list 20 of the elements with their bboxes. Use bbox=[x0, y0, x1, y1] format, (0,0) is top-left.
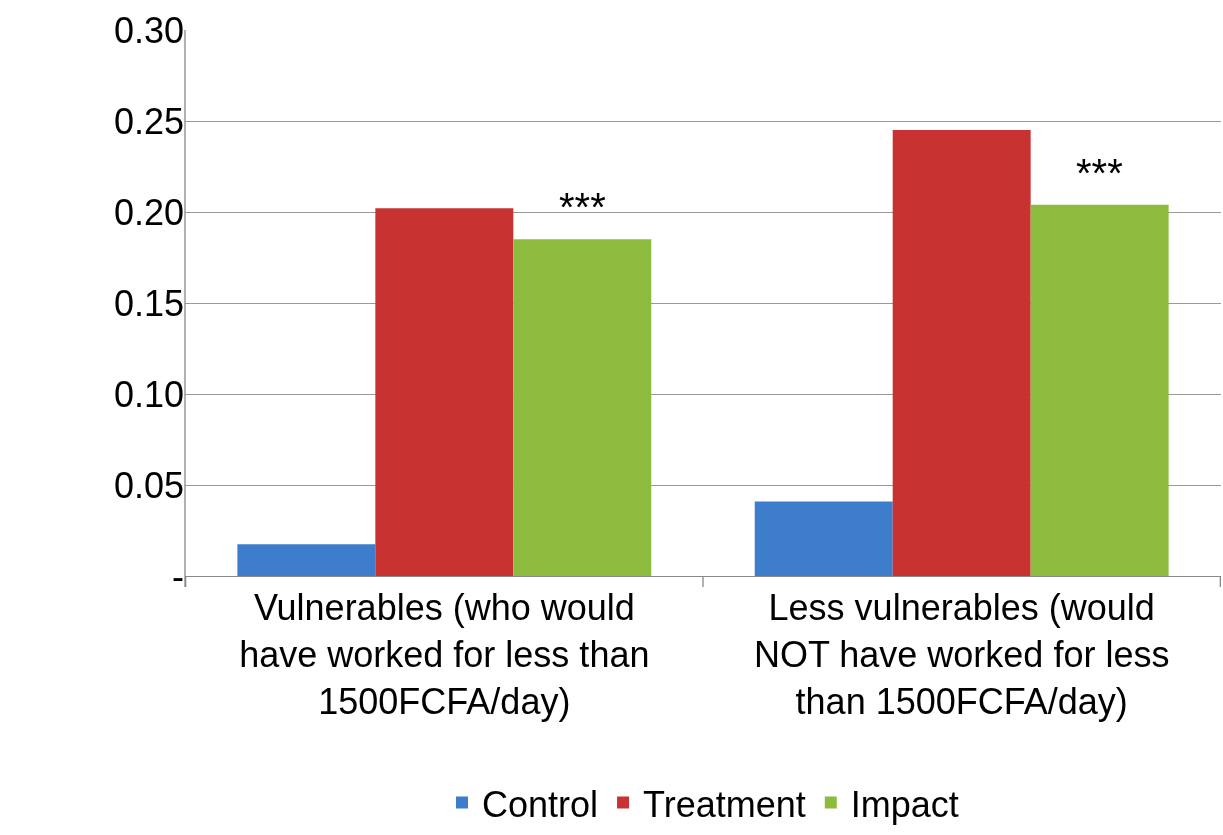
legend-label: Control bbox=[482, 783, 599, 825]
y-tick-label: 0.30 bbox=[113, 9, 184, 51]
bar bbox=[754, 501, 893, 576]
x-tick-label: Vulnerables (who would have worked for less than 1500FCFA/day) bbox=[239, 587, 650, 722]
legend-label: Impact bbox=[850, 783, 959, 825]
annotation: *** bbox=[1076, 151, 1123, 195]
annotation: *** bbox=[559, 185, 606, 229]
bar bbox=[1030, 204, 1169, 576]
y-tick-label: 0.05 bbox=[113, 464, 184, 506]
bar bbox=[375, 208, 514, 576]
legend-label: Treatment bbox=[643, 783, 806, 825]
bar bbox=[237, 544, 376, 576]
bar bbox=[892, 130, 1031, 576]
y-tick-label: 0.15 bbox=[113, 282, 184, 324]
y-tick-label: 0.25 bbox=[113, 100, 184, 142]
y-tick-label: 0.20 bbox=[113, 191, 184, 233]
y-tick-label: 0.10 bbox=[113, 373, 184, 415]
y-tick-label: - bbox=[172, 555, 184, 597]
bar bbox=[513, 239, 652, 576]
x-tick-label: Less vulnerables (would NOT have worked for less than 1500FCFA/day) bbox=[753, 587, 1170, 722]
